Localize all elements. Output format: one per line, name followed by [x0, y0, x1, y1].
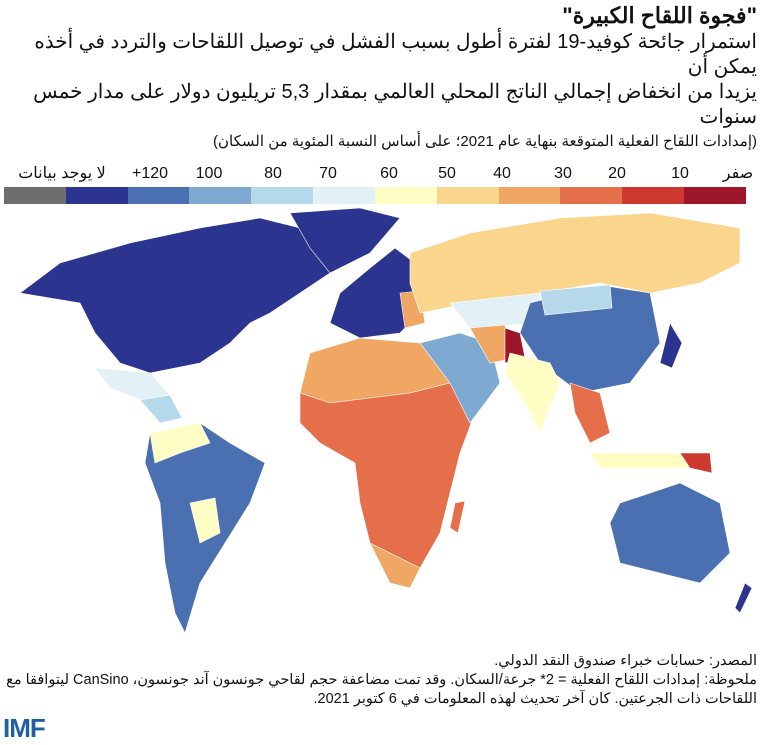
- legend-color-scale: [4, 187, 746, 204]
- legend-label: 40: [493, 165, 511, 182]
- legend-swatch: [374, 187, 437, 204]
- chart-title: "فجوة اللقاح الكبيرة": [562, 3, 757, 28]
- legend-label: 80: [264, 165, 282, 182]
- region-sub-saharan-africa: [299, 382, 476, 579]
- region-north-america: [19, 217, 336, 374]
- region-mongolia: [539, 284, 613, 316]
- legend-labels: لا يوجد بيانات +120 100 80 70 60 50 40 3…: [0, 164, 763, 184]
- imf-logo: IMF: [3, 713, 46, 743]
- subtitle-line-2: يزيدا من انخفاض إجمالي الناتج المحلي الع…: [33, 81, 757, 128]
- legend-label: 100: [195, 165, 223, 182]
- region-bolivia-paraguay: [189, 497, 221, 544]
- region-russia: [409, 212, 741, 314]
- region-southern-africa: [369, 542, 421, 589]
- region-central-america: [139, 394, 183, 424]
- legend-label: لا يوجد بيانات: [18, 165, 106, 182]
- region-middle-east: [419, 332, 501, 424]
- legend: لا يوجد بيانات +120 100 80 70 60 50 40 3…: [0, 164, 763, 208]
- footer-notes: المصدر: حسابات خبراء صندوق النقد الدولي.…: [0, 648, 763, 709]
- legend-label: 50: [438, 165, 456, 182]
- legend-swatch: [498, 187, 561, 204]
- legend-label: 30: [554, 165, 572, 182]
- legend-swatch: [251, 187, 314, 204]
- world-map: [19, 208, 753, 634]
- region-papua-new-guinea: [679, 452, 713, 474]
- region-southeast-asia: [569, 382, 611, 444]
- region-india: [504, 352, 561, 434]
- unit-note: (إمدادات اللقاح الفعلية المتوقعة بنهاية …: [213, 133, 757, 150]
- legend-swatch: [4, 187, 66, 204]
- legend-label: 60: [380, 165, 398, 182]
- region-greenland: [289, 208, 401, 274]
- header: "فجوة اللقاح الكبيرة" استمرار جائحة كوفي…: [0, 0, 763, 152]
- legend-swatch: [684, 187, 746, 204]
- legend-swatch: [65, 187, 128, 204]
- region-mexico: [94, 367, 171, 401]
- legend-label: +120: [131, 165, 169, 182]
- legend-swatch: [313, 187, 375, 204]
- note-line-2: اللقاحات ذات الجرعتين. كان آخر تحديث لهذ…: [313, 691, 757, 707]
- region-madagascar: [449, 500, 466, 534]
- legend-swatch: [127, 187, 190, 204]
- legend-swatch: [436, 187, 499, 204]
- source-note: المصدر: حسابات خبراء صندوق النقد الدولي.: [494, 653, 757, 669]
- note-line-1: ملحوظة: إمدادات اللقاح الفعلية = 2* جرعة…: [6, 672, 757, 688]
- legend-label: صفر: [722, 165, 754, 182]
- legend-label: 10: [671, 165, 689, 182]
- legend-label: 70: [319, 165, 337, 182]
- region-indonesia: [589, 452, 691, 469]
- legend-swatch: [560, 187, 623, 204]
- region-new-zealand: [734, 582, 753, 614]
- legend-swatch: [622, 187, 685, 204]
- region-australia: [609, 482, 731, 584]
- legend-label: 20: [608, 165, 626, 182]
- subtitle-line-1: استمرار جائحة كوفيد-19 لفترة أطول بسبب ا…: [34, 31, 757, 78]
- region-japan-korea: [659, 322, 683, 369]
- region-venezuela-colombia: [149, 422, 211, 464]
- legend-swatch: [189, 187, 252, 204]
